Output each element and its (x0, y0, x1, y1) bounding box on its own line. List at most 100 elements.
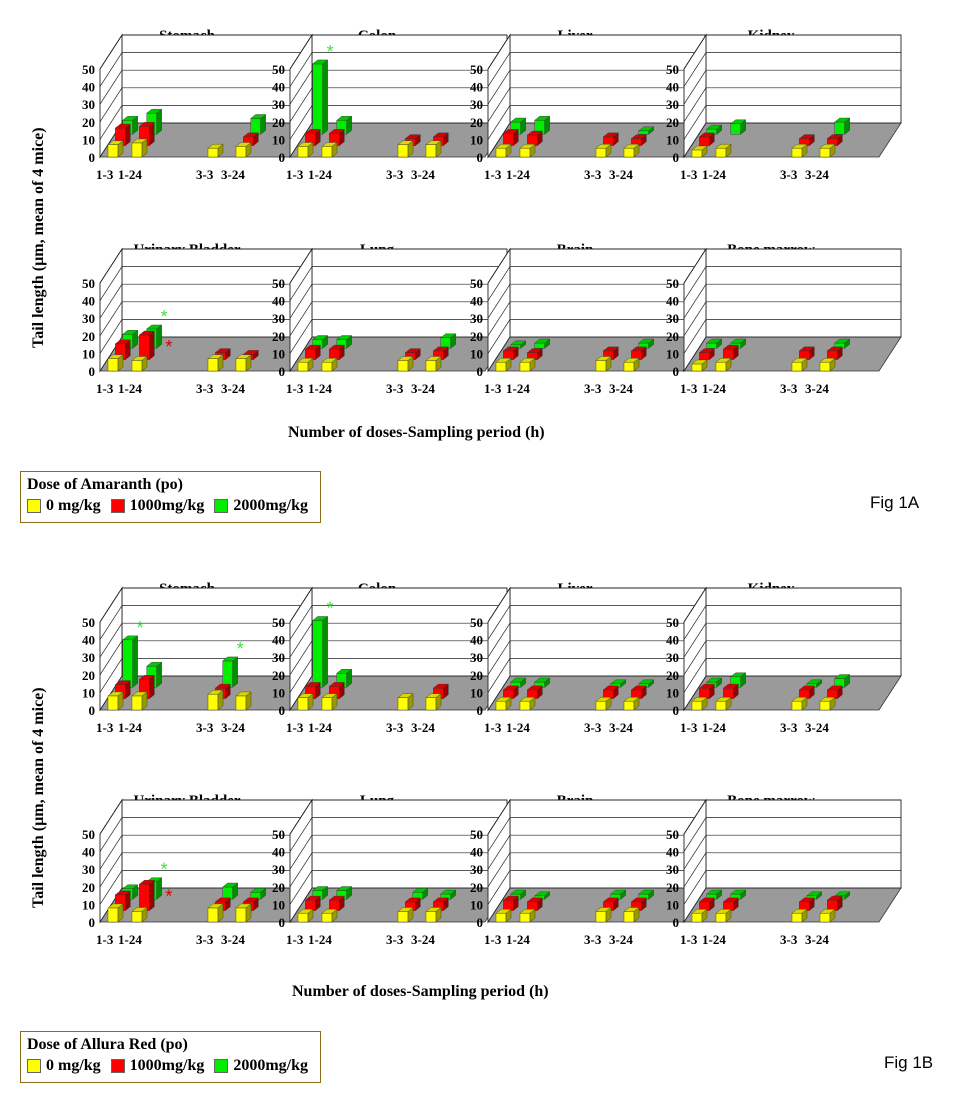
bar-top (730, 119, 747, 124)
bar-top (826, 895, 843, 901)
bar-top (519, 909, 536, 914)
y-tick-label: 50 (470, 62, 483, 77)
bar-0mg-per-kg-3-24 (819, 908, 836, 923)
x-tick-label: 3-24 (221, 167, 245, 182)
bar-top (595, 907, 612, 912)
bar-2000mg-per-kg-3-24 (834, 338, 851, 349)
bar-1000mg-per-kg-3-24 (432, 683, 449, 700)
x-tick-label: 3-24 (609, 720, 633, 735)
bar-top (321, 693, 338, 698)
x-tick-label: 1-3 (286, 720, 304, 735)
x-tick-label: 3-3 (386, 932, 404, 947)
bar-2000mg-per-kg-3-3 (806, 891, 823, 900)
bar-2000mg-per-kg-3-3 (412, 887, 429, 900)
y-tick-label: 0 (89, 703, 96, 718)
bar-top (336, 886, 353, 891)
bar-top (519, 358, 536, 363)
bar-front (730, 123, 741, 135)
gridline (289, 658, 313, 693)
bar-1000mg-per-kg-1-24 (328, 895, 345, 912)
bar-1000mg-per-kg-1-24 (526, 348, 543, 361)
bar-front (595, 147, 607, 158)
legend-title: Dose of Allura Red (po) (27, 1036, 188, 1053)
gridline (487, 34, 511, 70)
gridline (683, 623, 707, 658)
bar-2000mg-per-kg-3-24 (638, 679, 655, 688)
bar-front (638, 130, 649, 135)
bar-top (425, 356, 442, 361)
gridline (99, 605, 123, 640)
gridline (289, 301, 313, 336)
y-tick-label: 0 (279, 703, 286, 718)
bar-top (630, 685, 647, 691)
y-tick-label: 40 (82, 80, 95, 95)
bar-front (107, 144, 119, 158)
bar-top (819, 358, 836, 363)
bar-front (425, 360, 437, 372)
bar-top (638, 679, 655, 685)
y-tick-label: 20 (82, 329, 95, 344)
bar-front (139, 884, 150, 911)
y-tick-label: 0 (673, 915, 680, 930)
bar-top (798, 346, 815, 352)
bar-front (312, 63, 323, 135)
gridline (487, 658, 511, 693)
bar-1000mg-per-kg-3-24 (630, 685, 647, 700)
bar-top (722, 344, 739, 350)
bar-top (826, 346, 843, 352)
legend-label: 1000mg/kg (129, 497, 205, 514)
gridline (487, 52, 511, 87)
bar-top (791, 696, 808, 702)
gridline (487, 817, 511, 852)
bar-0mg-per-kg-3-3 (207, 354, 224, 372)
bar-0mg-per-kg-1-3 (297, 908, 314, 923)
bar-0mg-per-kg-3-24 (425, 907, 442, 923)
bar-top (297, 142, 314, 147)
figure-label: Fig 1B (884, 1053, 934, 1072)
bar-top (397, 356, 414, 361)
bar-top (146, 109, 163, 114)
bar-front (595, 911, 607, 923)
chart-panel-liver: Liver010203040501-31-243-33-24 (470, 581, 706, 735)
chart-back-wall (509, 799, 706, 889)
bar-front (623, 700, 635, 711)
bar-top (602, 685, 619, 691)
y-tick-label: 40 (82, 845, 95, 860)
legend-swatch-green (214, 1059, 229, 1073)
chart-back-wall (311, 248, 508, 338)
bar-top (336, 669, 353, 674)
bar-0mg-per-kg-3-24 (235, 691, 252, 711)
y-tick-label: 40 (666, 633, 679, 648)
bar-top (250, 888, 267, 893)
bar-1000mg-per-kg-1-24 (328, 344, 345, 361)
bar-0mg-per-kg-1-24 (131, 907, 148, 923)
x-tick-label: 3-24 (805, 167, 829, 182)
bar-front (715, 700, 727, 711)
bar-2000mg-per-kg-3-3 (222, 656, 239, 688)
bar-1000mg-per-kg-1-24 (328, 681, 345, 700)
bar-0mg-per-kg-1-3 (691, 908, 708, 923)
y-tick-label: 50 (272, 62, 285, 77)
gridline (289, 87, 313, 122)
x-tick-label: 1-3 (96, 932, 114, 947)
bar-top (534, 891, 551, 897)
gridline (683, 70, 707, 105)
bar-front (503, 133, 514, 146)
bar-0mg-per-kg-1-3 (691, 359, 708, 372)
chart-back-wall (509, 587, 706, 677)
bar-0mg-per-kg-1-3 (297, 142, 314, 158)
x-tick-label: 3-3 (584, 720, 602, 735)
x-tick-label: 1-3 (484, 167, 502, 182)
bar-top (222, 882, 239, 888)
y-tick-label: 30 (272, 311, 285, 326)
bar-front (222, 886, 233, 900)
y-tick-label: 30 (470, 97, 483, 112)
chart-panel-stomach: Stomach010203040501-31-243-33-24 (82, 28, 318, 182)
bar-top (819, 696, 836, 702)
gridline (99, 835, 123, 870)
bar-front (623, 362, 635, 372)
bar-2000mg-per-kg-1-24 (534, 338, 551, 349)
bar-front (623, 147, 635, 158)
x-tick-label: 1-24 (702, 932, 726, 947)
bar-top (722, 897, 739, 903)
